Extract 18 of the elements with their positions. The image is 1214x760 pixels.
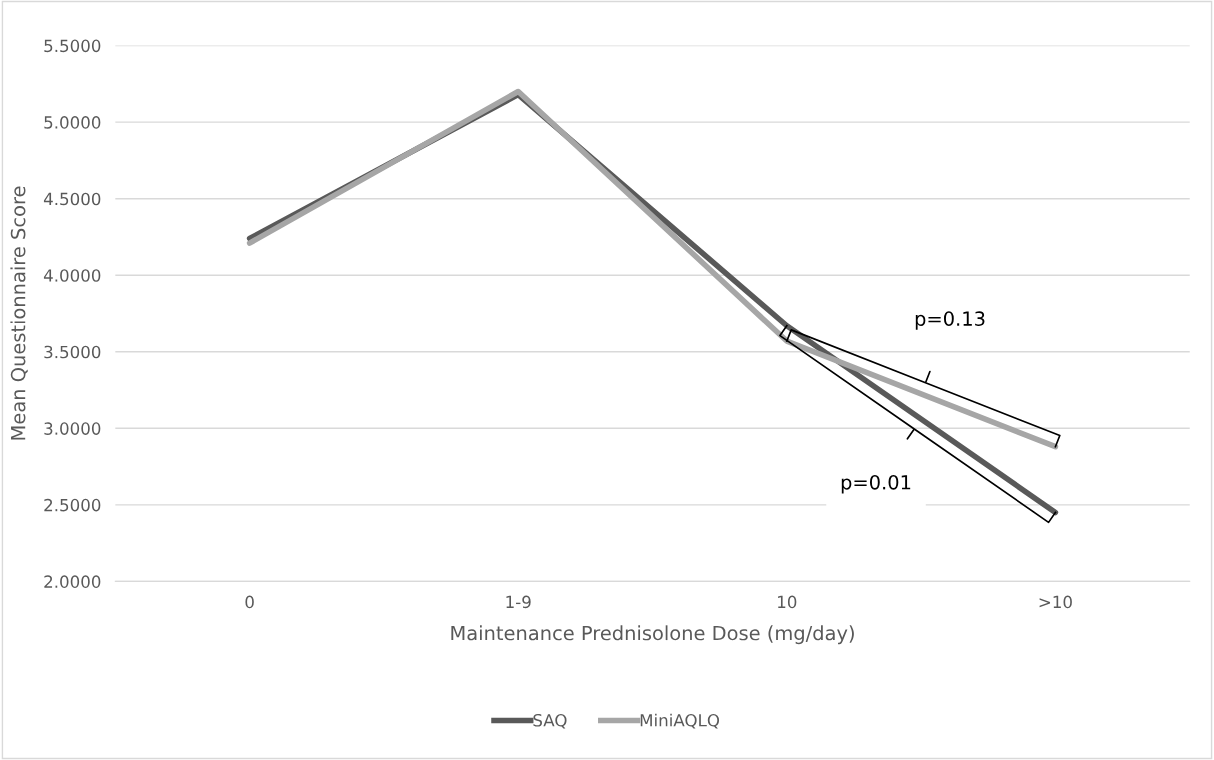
- y-tick-label: 4.5000: [43, 192, 101, 206]
- y-tick-label: 5.0000: [44, 116, 101, 129]
- y-axis-title: Mean Questionnaire Score: [10, 186, 28, 440]
- x-tick-label: 0: [245, 595, 254, 609]
- legend-label: SAQ: [533, 713, 567, 729]
- annotation: p=0.13: [915, 311, 985, 330]
- y-tick-label: 4.0000: [43, 269, 101, 282]
- legend-label: MiniAQLQ: [640, 713, 720, 729]
- y-tick-label: 2.0000: [44, 575, 101, 588]
- x-tick-label: >10: [1039, 595, 1072, 609]
- x-tick-label: 10: [778, 595, 797, 609]
- y-tick-label: 3.5000: [44, 345, 101, 359]
- annotation: p=0.01: [841, 474, 911, 494]
- y-tick-label: 2.5000: [44, 498, 101, 512]
- y-tick-label: 5.5000: [44, 39, 101, 53]
- x-axis-title: Maintenance Prednisolone Dose (mg/day): [451, 625, 854, 645]
- x-tick-label: 1-9: [506, 595, 531, 609]
- y-tick-label: 3.0000: [44, 422, 101, 435]
